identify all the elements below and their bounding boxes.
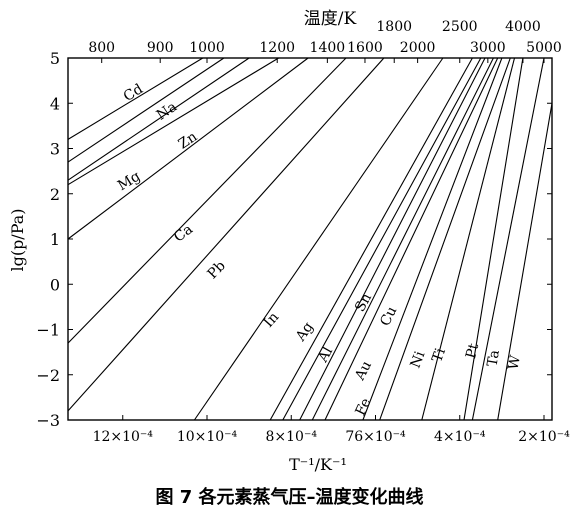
series-label-ti: Ti: [429, 346, 449, 365]
series-line-pb: [67, 57, 347, 344]
top-tick-label: 2000: [400, 40, 436, 56]
plot-area-frame: [67, 57, 553, 421]
series-line-na: [67, 57, 225, 163]
top-tick-label: 1000: [189, 40, 225, 56]
x-tick-label: 12×10⁻⁴: [93, 429, 154, 445]
series-label-zn: Zn: [176, 129, 200, 153]
y-axis: 5 4 3 2 1 0 −1 −2 −3: [36, 49, 552, 430]
x-axis-title: T⁻¹/K⁻¹: [289, 455, 347, 474]
series-line-fe: [324, 57, 499, 421]
y-tick-label: 3: [50, 140, 60, 159]
y-axis-title: lg(p/Pa): [8, 208, 27, 271]
series-line-ti: [379, 57, 511, 421]
y-tick-label: 2: [50, 185, 60, 204]
series-label-cd: Cd: [121, 81, 146, 105]
series-line-in: [67, 57, 385, 412]
series-line-zn: [67, 57, 250, 181]
series-label-mg: Mg: [115, 168, 143, 194]
top-axis-title: 温度/K: [304, 9, 357, 29]
y-tick-label: 5: [50, 49, 60, 68]
top-tick-label: 3000: [470, 40, 506, 56]
series-line-pt: [421, 57, 516, 421]
x-tick-label: 4×10⁻⁴: [434, 429, 486, 445]
y-tick-label: −3: [36, 411, 60, 430]
series-line-ni: [362, 57, 503, 421]
y-tick-label: 1: [50, 230, 60, 249]
series-line-sn: [282, 57, 482, 421]
top-tick-label: 800: [88, 40, 115, 56]
series-label-fe: Fe: [353, 396, 375, 418]
series-label-al: Al: [315, 344, 337, 366]
series-label-in: In: [261, 309, 283, 331]
series-label-ni: Ni: [408, 349, 429, 371]
top-tick-label: 1800: [376, 19, 412, 35]
top-tick-label: 1600: [347, 40, 383, 56]
figure-caption: 图 7 各元素蒸气压–温度变化曲线: [155, 487, 424, 508]
series-label-au: Au: [352, 359, 375, 384]
series-line-al: [269, 57, 473, 421]
series-label-ca: Ca: [171, 221, 196, 245]
series-line-w: [471, 57, 545, 421]
series-label-ta: Ta: [485, 349, 503, 368]
series-line-ta: [463, 57, 524, 421]
series-label-w: W: [506, 353, 525, 371]
y-tick-label: 0: [50, 275, 60, 294]
series-line-mg: [67, 57, 279, 186]
series-line-au: [299, 57, 486, 421]
x-tick-label: 76×10⁻⁴: [345, 429, 406, 445]
top-tick-label: 900: [147, 40, 174, 56]
top-tick-label: 1200: [259, 40, 295, 56]
series-label-pb: Pb: [205, 258, 229, 282]
vapor-pressure-chart: 5 4 3 2 1 0 −1 −2 −3 12×10⁻⁴ 10×10⁻⁴ 8×10⁻⁴ 76×10⁻⁴…: [8, 9, 570, 474]
x-axis-bottom: 12×10⁻⁴ 10×10⁻⁴ 8×10⁻⁴ 76×10⁻⁴ 4×10⁻⁴ 2×10⁻⁴: [93, 415, 570, 445]
y-tick-label: −1: [36, 321, 60, 340]
x-axis-top: 800 900 1000 1200 1400 1600 1800 2000 2500 3000 40…: [88, 19, 562, 63]
series-lines: [67, 57, 553, 421]
series-label-cu: Cu: [377, 304, 400, 329]
top-tick-label: 1400: [310, 40, 346, 56]
y-tick-label: −2: [36, 366, 60, 385]
top-tick-label: 2500: [442, 19, 478, 35]
series-label-ag: Ag: [292, 319, 317, 345]
x-tick-label: 2×10⁻⁴: [518, 429, 570, 445]
series-line-ca: [67, 57, 309, 240]
top-tick-label: 5000: [526, 40, 562, 56]
x-tick-label: 8×10⁻⁴: [266, 429, 318, 445]
series-label-sn: Sn: [352, 291, 375, 315]
x-tick-label: 10×10⁻⁴: [177, 429, 238, 445]
series-label-pt: Pt: [463, 341, 482, 360]
series-line-unlabeled-18: [497, 103, 553, 421]
series-line-cd: [67, 57, 204, 140]
series-line-cu: [311, 57, 494, 421]
series-line-ag: [193, 57, 444, 421]
y-tick-label: 4: [50, 94, 60, 113]
top-tick-label: 4000: [505, 19, 541, 35]
